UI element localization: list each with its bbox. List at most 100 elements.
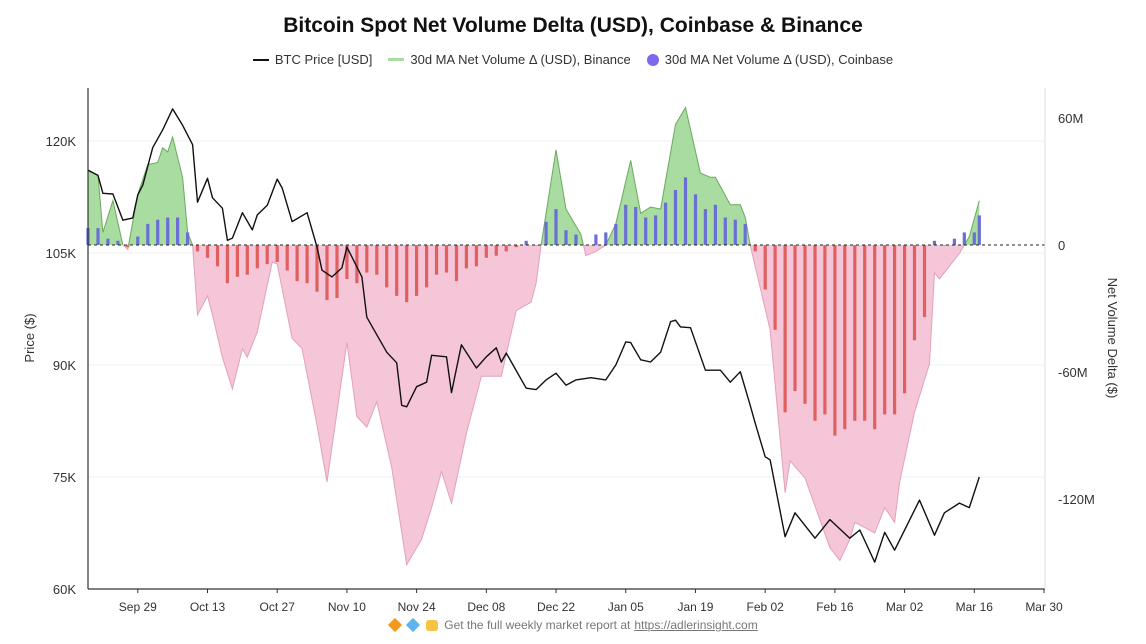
x-tick-label: Dec 08: [467, 600, 505, 614]
coinbase-bar: [96, 228, 100, 245]
coinbase-bar: [166, 217, 170, 245]
x-tick-label: Dec 22: [537, 600, 575, 614]
coinbase-bar: [554, 209, 558, 246]
raised-hands-icon: [426, 619, 439, 631]
coinbase-bar: [614, 223, 618, 246]
coinbase-bar: [504, 245, 508, 252]
coinbase-bar: [444, 245, 449, 273]
coinbase-bar: [415, 245, 419, 296]
coinbase-bar: [454, 245, 459, 282]
y-right-tick-label: 0: [1058, 238, 1065, 253]
coinbase-bar: [126, 245, 130, 248]
coinbase-bar: [773, 245, 777, 330]
coinbase-bar: [793, 245, 797, 392]
coinbase-bar: [977, 215, 981, 245]
x-tick-label: Jan 19: [677, 600, 713, 614]
coinbase-bar: [962, 232, 966, 246]
coinbase-bar: [584, 245, 588, 246]
coinbase-bar: [883, 245, 887, 415]
coinbase-bar: [763, 245, 767, 290]
y-left-tick-label: 90K: [53, 358, 76, 373]
coinbase-bar: [634, 207, 638, 246]
btc-price-line: [87, 108, 980, 563]
coinbase-bar: [893, 245, 897, 415]
coinbase-bar: [753, 245, 757, 252]
coinbase-bar: [395, 245, 399, 296]
coinbase-bar: [683, 177, 688, 245]
coinbase-bar: [922, 245, 927, 318]
dot-swatch-icon: [646, 53, 659, 66]
coinbase-bar: [235, 245, 239, 277]
orange-diamond-icon: [388, 617, 403, 633]
blue-gem-icon: [406, 617, 421, 633]
coinbase-bar: [305, 245, 309, 284]
chart-title: Bitcoin Spot Net Volume Delta (USD), Coi…: [283, 14, 863, 37]
coinbase-bar: [863, 245, 867, 421]
coinbase-bar: [156, 219, 160, 246]
coinbase-bar: [275, 245, 279, 262]
binance-area-negative: [88, 245, 980, 565]
x-tick-label: Jan 05: [608, 600, 644, 614]
coinbase-bar: [385, 245, 389, 288]
area-swatch-icon: [388, 58, 405, 61]
x-tick-label: Sep 29: [119, 600, 157, 614]
footer-link[interactable]: https://adlerinsight.com: [634, 618, 758, 632]
coinbase-bar: [195, 245, 200, 252]
coinbase-bar: [833, 245, 837, 436]
coinbase-bar: [345, 245, 349, 279]
coinbase-bar: [813, 245, 817, 421]
y-right-tick-label: -120M: [1058, 492, 1095, 507]
coinbase-bar: [733, 219, 737, 246]
coinbase-bar: [315, 245, 319, 292]
coinbase-bar: [245, 245, 249, 275]
x-tick-label: Mar 02: [886, 600, 924, 614]
legend-label: BTC Price [USD]: [274, 52, 373, 67]
x-tick-label: Mar 16: [956, 600, 994, 614]
coinbase-bar: [494, 245, 498, 256]
coinbase-bar: [464, 245, 468, 269]
coinbase-bar: [375, 245, 379, 275]
legend-item-price[interactable]: BTC Price [USD]: [252, 52, 373, 67]
coinbase-bar: [723, 217, 727, 245]
legend: BTC Price [USD] 30d MA Net Volume Δ (USD…: [0, 52, 1146, 67]
coinbase-bar: [544, 221, 548, 246]
coinbase-bar: [186, 232, 190, 246]
y-left-tick-label: 75K: [53, 470, 76, 485]
coinbase-bar: [713, 204, 717, 245]
coinbase-bar: [952, 238, 956, 245]
coinbase-bar: [703, 209, 707, 246]
coinbase-bar: [425, 245, 429, 288]
x-tick-label: Oct 13: [190, 600, 226, 614]
coinbase-bar: [873, 245, 877, 430]
coinbase-bar: [664, 202, 668, 245]
coinbase-bar: [912, 245, 917, 341]
line-swatch-icon: [252, 58, 269, 61]
coinbase-bar: [604, 232, 608, 246]
coinbase-bar: [783, 245, 787, 413]
legend-label: 30d MA Net Volume Δ (USD), Coinbase: [664, 52, 894, 67]
coinbase-bar: [285, 245, 289, 271]
coinbase-bar: [205, 245, 210, 258]
y-right-tick-label: 60M: [1058, 111, 1083, 126]
coinbase-bar: [225, 245, 229, 284]
footer: Get the full weekly market report at htt…: [0, 617, 1146, 633]
legend-label: 30d MA Net Volume Δ (USD), Binance: [410, 52, 631, 67]
coinbase-bar: [146, 223, 150, 246]
coinbase-bar: [644, 217, 648, 245]
coinbase-bar: [325, 245, 329, 301]
y-left-tick-label: 60K: [53, 582, 76, 597]
coinbase-bar: [514, 245, 518, 248]
coinbase-bar: [673, 190, 678, 245]
coinbase-bar: [116, 240, 120, 245]
coinbase-bar: [853, 245, 857, 421]
coinbase-bar: [405, 245, 409, 303]
y-left-tick-label: 120K: [46, 134, 77, 149]
legend-item-coinbase[interactable]: 30d MA Net Volume Δ (USD), Coinbase: [646, 52, 894, 67]
legend-item-binance[interactable]: 30d MA Net Volume Δ (USD), Binance: [388, 52, 631, 67]
coinbase-bar: [265, 245, 269, 265]
y-left-axis-label: Price ($): [22, 313, 37, 362]
footer-text: Get the full weekly market report at: [444, 618, 631, 632]
coinbase-bar: [106, 238, 110, 245]
coinbase-bar: [215, 245, 220, 267]
